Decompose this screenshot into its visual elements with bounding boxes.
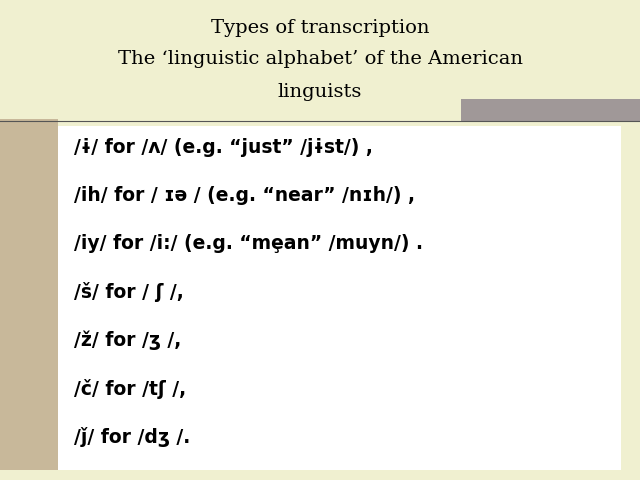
Bar: [58, 126, 621, 470]
Text: /ɨ/ for /ʌ/ (e.g. “just” /jɨst/) ,: /ɨ/ for /ʌ/ (e.g. “just” /jɨst/) ,: [74, 138, 372, 157]
Text: The ‘linguistic alphabet’ of the American: The ‘linguistic alphabet’ of the America…: [118, 50, 522, 68]
Text: /iy/ for /i:/ (e.g. “mȩan” /muyn/) .: /iy/ for /i:/ (e.g. “mȩan” /muyn/) .: [74, 234, 422, 253]
Text: /ž/ for /ʒ /,: /ž/ for /ʒ /,: [74, 331, 181, 350]
Text: /ǰ/ for /dʒ /.: /ǰ/ for /dʒ /.: [74, 427, 190, 447]
Text: /č/ for /tʃ /,: /č/ for /tʃ /,: [74, 379, 186, 399]
Text: /ih/ for / ɪə / (e.g. “near” /nɪh/) ,: /ih/ for / ɪə / (e.g. “near” /nɪh/) ,: [74, 186, 415, 205]
Text: /š/ for / ʃ /,: /š/ for / ʃ /,: [74, 282, 183, 302]
Text: linguists: linguists: [278, 83, 362, 101]
Text: Types of transcription: Types of transcription: [211, 19, 429, 37]
Bar: [0, 119, 58, 470]
Bar: [461, 99, 640, 121]
